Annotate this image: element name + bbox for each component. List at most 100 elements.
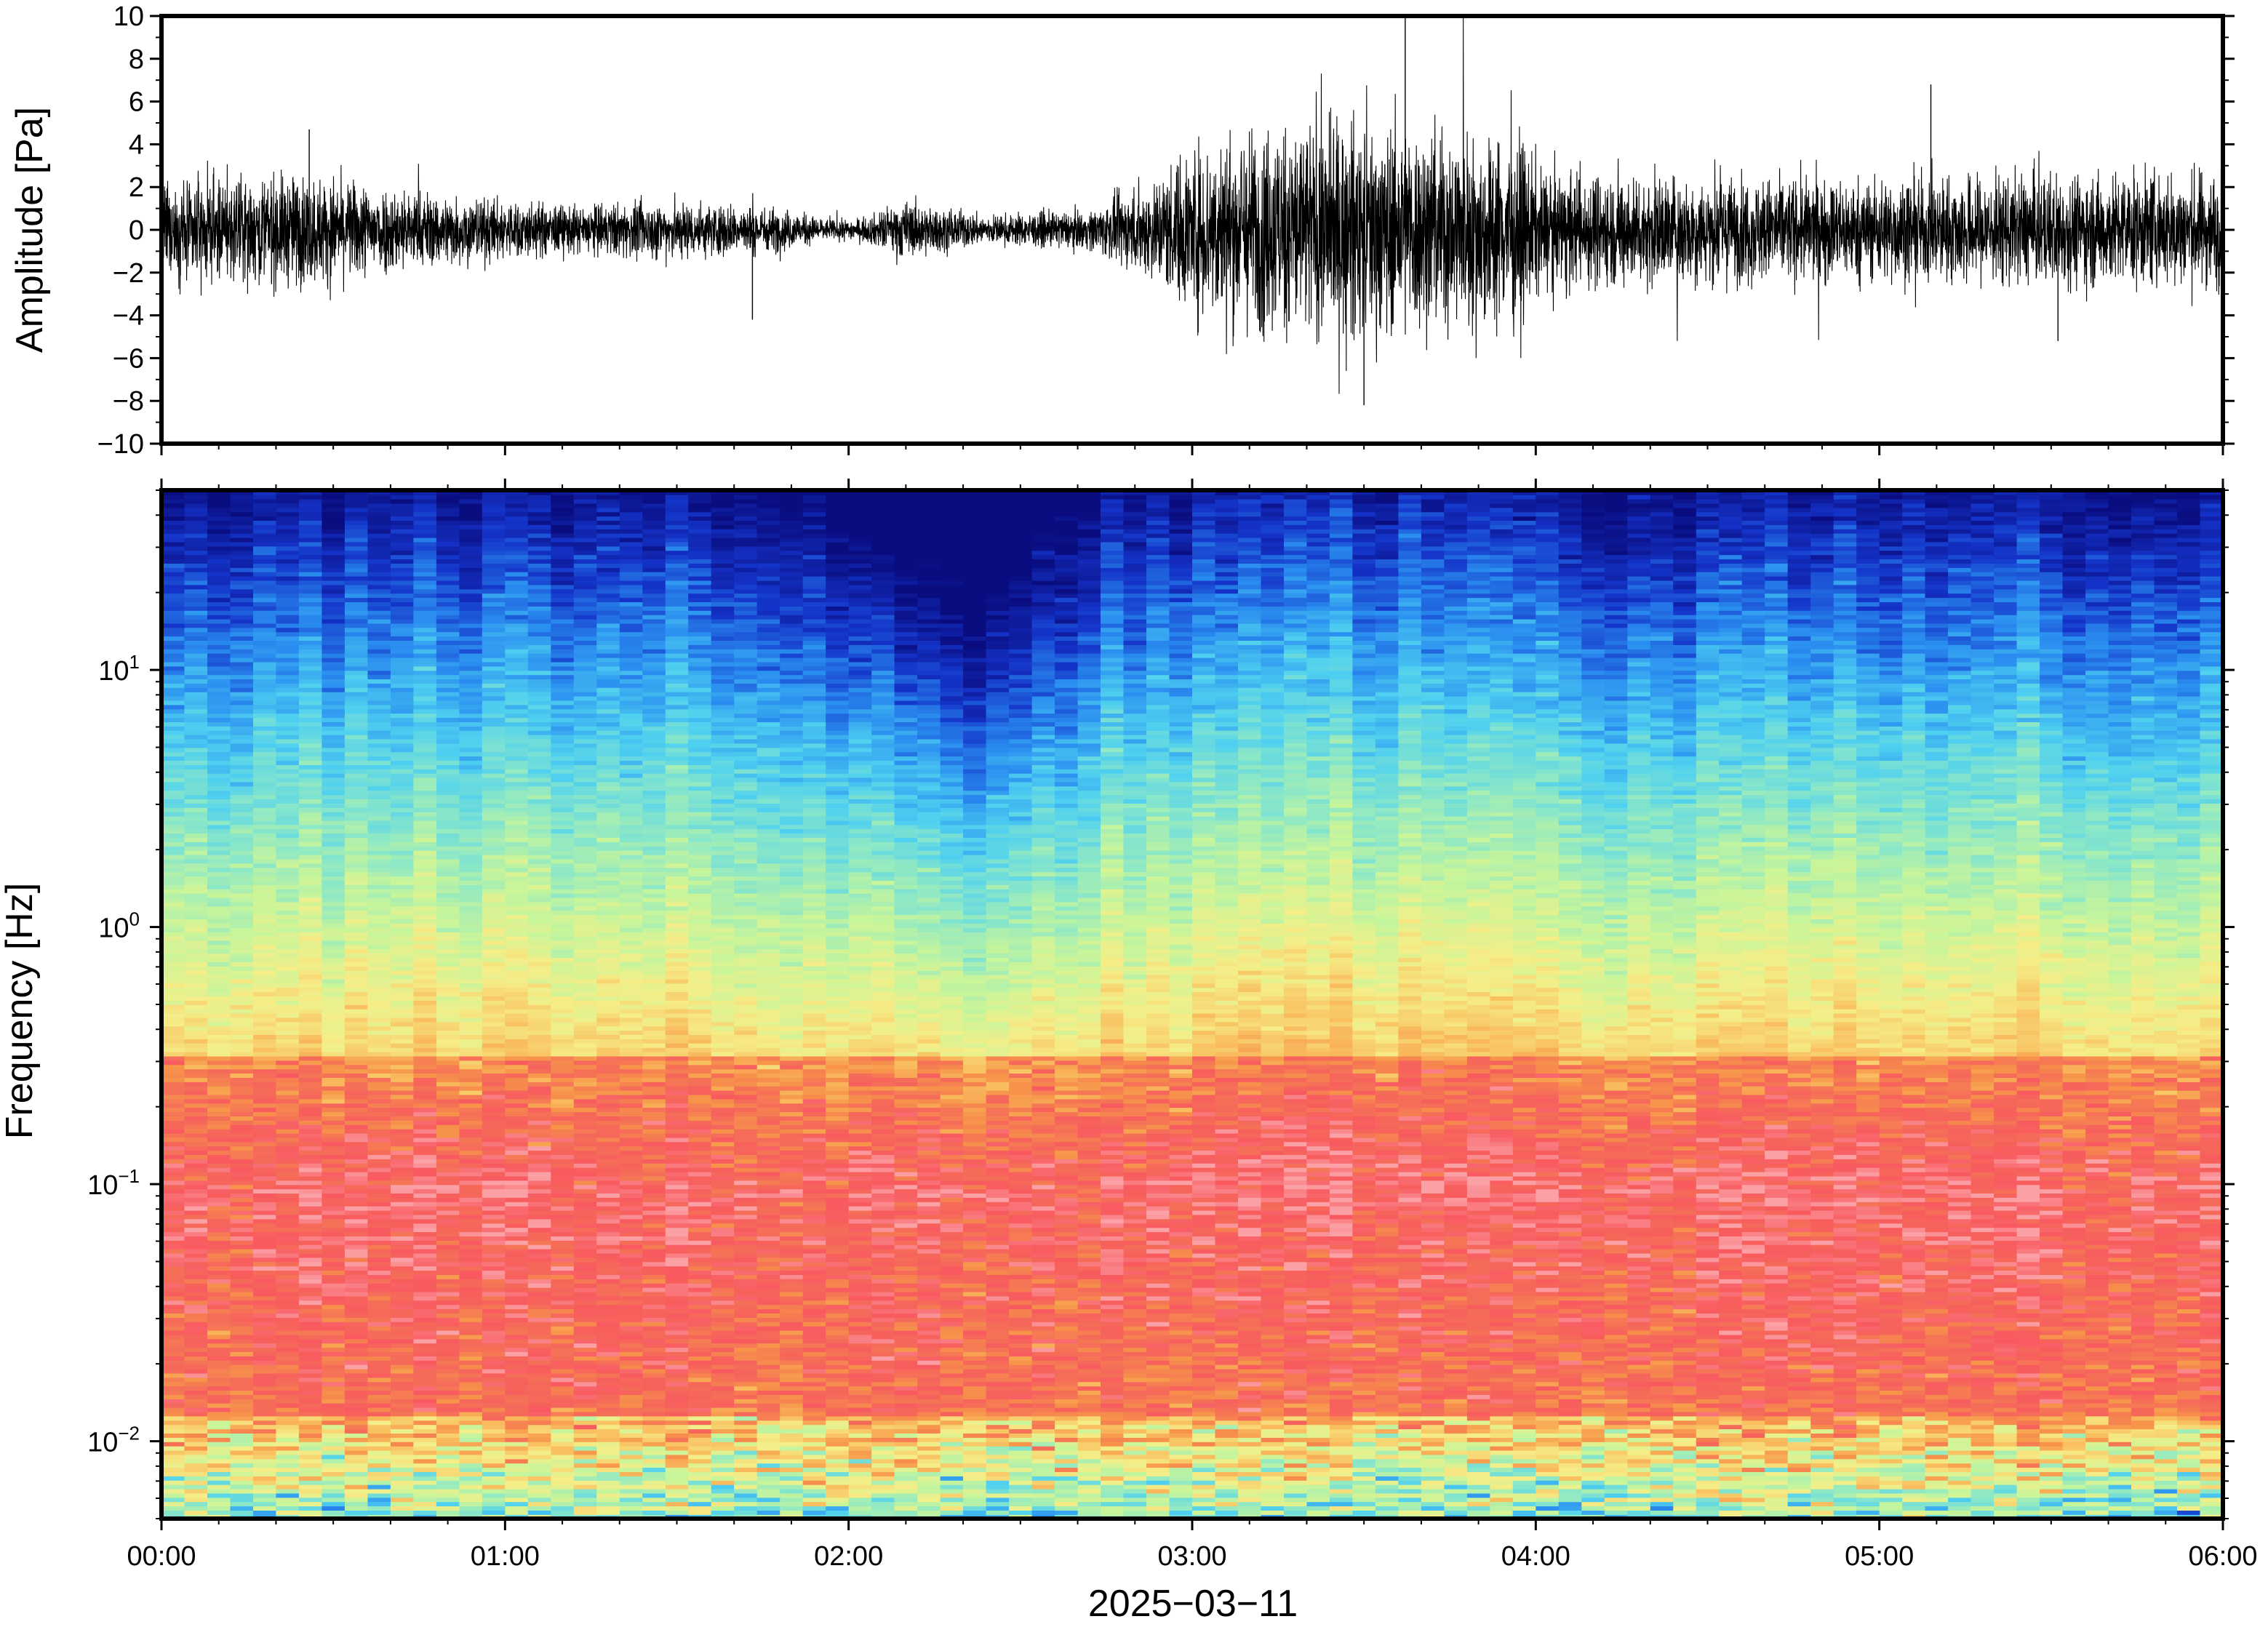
spectrogram-cell: [253, 1262, 276, 1267]
spectrogram-cell: [367, 1258, 391, 1263]
spectrogram-cell: [322, 786, 345, 791]
spectrogram-cell: [574, 948, 597, 954]
spectrogram-cell: [253, 610, 276, 615]
spectrogram-cell: [276, 1450, 299, 1455]
spectrogram-cell: [391, 1442, 414, 1447]
spectrogram-cell: [231, 1467, 254, 1472]
spectrogram-cell: [391, 1360, 414, 1365]
spectrogram-cell: [620, 1373, 643, 1378]
spectrogram-cell: [322, 1343, 345, 1348]
spectrogram-cell: [322, 1308, 345, 1314]
spectrogram-cell: [459, 1339, 482, 1344]
spectrogram-cell: [391, 1163, 414, 1168]
spectrogram-cell: [413, 726, 436, 731]
spectrogram-cell: [436, 730, 460, 735]
spectrogram-cell: [231, 764, 254, 769]
spectrogram-cell: [231, 1274, 254, 1279]
spectrogram-cell: [551, 721, 574, 727]
spectrogram-cell: [574, 610, 597, 615]
spectrogram-cell: [276, 1382, 299, 1387]
spectrogram-cell: [413, 1292, 436, 1297]
spectrogram-cell: [322, 1116, 345, 1121]
spectrogram-cell: [459, 1450, 482, 1455]
spectrogram-cell: [345, 1317, 368, 1322]
spectrogram-cell: [231, 1107, 254, 1112]
spectrogram-cell: [459, 512, 482, 517]
spectrogram-cell: [231, 1498, 254, 1503]
spectrogram-cell: [253, 743, 276, 748]
spectrogram-cell: [231, 1124, 254, 1130]
spectrogram-cell: [482, 1343, 506, 1348]
spectrogram-cell: [528, 1138, 551, 1143]
spectrogram-cell: [161, 1322, 185, 1327]
spectrogram-cell: [505, 636, 528, 641]
spectrogram-cell: [207, 1455, 231, 1460]
spectrogram-cell: [253, 748, 276, 753]
spectrogram-cell: [620, 1202, 643, 1207]
spectrogram-cell: [482, 1060, 506, 1066]
spectrogram-cell: [207, 1296, 231, 1301]
spectrogram-cell: [231, 1159, 254, 1164]
spectrogram-cell: [231, 1073, 254, 1078]
spectrogram-cell: [253, 649, 276, 654]
spectrogram-cell: [345, 1498, 368, 1503]
spectrogram-cell: [391, 1133, 414, 1138]
spectrogram-cell: [482, 606, 506, 611]
spectrogram-cell: [367, 953, 391, 958]
spectrogram-cell: [551, 979, 574, 984]
spectrogram-cell: [367, 1138, 391, 1143]
spectrogram-cell: [299, 786, 322, 791]
spectrogram-cell: [322, 1159, 345, 1164]
spectrogram-cell: [185, 1459, 208, 1464]
spectrogram-cell: [528, 653, 551, 658]
spectrogram-cell: [413, 1416, 436, 1421]
spectrogram-cell: [436, 1484, 460, 1490]
spectrogram-cell: [505, 1082, 528, 1087]
spectrogram-cell: [322, 503, 345, 508]
spectrogram-cell: [391, 1386, 414, 1391]
spectrogram-cell: [505, 1188, 528, 1194]
spectrogram-cell: [207, 1476, 231, 1481]
spectrogram-cell: [505, 687, 528, 692]
spectrogram-cell: [231, 1258, 254, 1263]
spectrogram-cell: [161, 1339, 185, 1344]
spectrogram-cell: [367, 1351, 391, 1356]
spectrogram-cell: [185, 966, 208, 971]
spectrogram-cell: [596, 1154, 620, 1159]
spectrogram-cell: [620, 1313, 643, 1318]
spectrogram-cell: [596, 1403, 620, 1408]
spectrogram-cell: [459, 1279, 482, 1284]
spectrogram-cell: [322, 533, 345, 538]
spectrogram-cell: [505, 1206, 528, 1211]
spectrogram-cell: [482, 1506, 506, 1511]
spectrogram-cell: [620, 1142, 643, 1147]
spectrogram-cell: [505, 927, 528, 932]
spectrogram-cell: [574, 601, 597, 607]
spectrogram-cell: [596, 1197, 620, 1202]
spectrogram-cell: [528, 893, 551, 898]
spectrogram-cell: [505, 1043, 528, 1048]
spectrogram-cell: [231, 542, 254, 547]
spectrogram-cell: [299, 662, 322, 667]
spectrogram-cell: [185, 1343, 208, 1348]
spectrogram-cell: [596, 1202, 620, 1207]
spectrogram-cell: [207, 1463, 231, 1468]
spectrogram-cell: [596, 567, 620, 572]
spectrogram-cell: [596, 1386, 620, 1391]
spectrogram-cell: [299, 893, 322, 898]
spectrogram-cell: [459, 1018, 482, 1023]
spectrogram-cell: [574, 1356, 597, 1361]
spectrogram-cell: [574, 1467, 597, 1472]
spectrogram-cell: [276, 1403, 299, 1408]
spectrogram-cell: [231, 898, 254, 903]
spectrogram-cell: [207, 1188, 231, 1194]
spectrogram-cell: [551, 679, 574, 684]
spectrogram-cell: [207, 709, 231, 714]
spectrogram-cell: [367, 619, 391, 624]
spectrogram-cell: [574, 1206, 597, 1211]
spectrogram-cell: [367, 1090, 391, 1095]
spectrogram-cell: [322, 1322, 345, 1327]
spectrogram-cell: [253, 1433, 276, 1438]
spectrogram-cell: [574, 1086, 597, 1091]
spectrogram-cell: [528, 1000, 551, 1005]
